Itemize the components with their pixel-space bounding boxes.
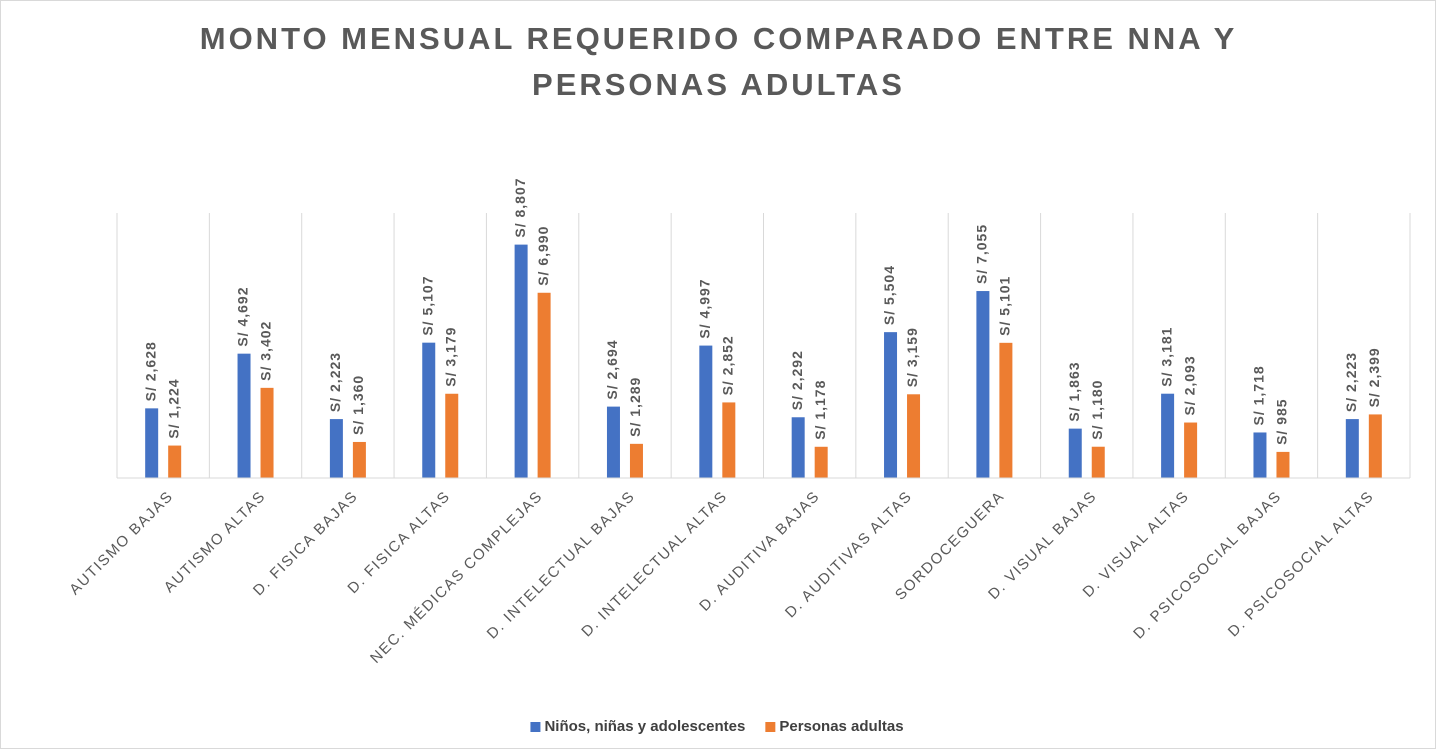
data-label: S/ 1,178	[812, 380, 828, 440]
bar	[329, 419, 343, 478]
bar	[1184, 422, 1198, 478]
data-label: S/ 1,718	[1251, 365, 1267, 425]
bar	[514, 244, 528, 478]
data-label: S/ 2,628	[142, 341, 158, 401]
data-label: S/ 8,807	[512, 177, 528, 237]
data-label: S/ 3,159	[904, 327, 920, 387]
x-tick-label: D. INTELECTUAL BAJAS	[484, 488, 639, 643]
x-tick-label: D. FISICA ALTAS	[344, 488, 453, 597]
data-label: S/ 6,990	[535, 226, 551, 286]
bar	[352, 441, 366, 478]
legend-swatch	[765, 722, 776, 732]
data-label: S/ 2,223	[327, 352, 343, 412]
bar	[1161, 393, 1175, 478]
x-tick-label: D. INTELECTUAL ALTAS	[578, 488, 731, 641]
data-label: S/ 3,402	[258, 321, 274, 381]
x-tick-label: AUTISMO BAJAS	[66, 488, 177, 599]
bar	[976, 291, 990, 478]
data-label: S/ 5,107	[419, 276, 435, 336]
legend-label: Niños, niñas y adolescentes	[544, 718, 745, 735]
x-tick-label: AUTISMO ALTAS	[161, 488, 270, 597]
bar	[606, 406, 620, 478]
bar	[699, 345, 713, 478]
data-label: S/ 2,852	[720, 335, 736, 395]
data-label: S/ 5,101	[997, 276, 1013, 336]
bar	[145, 408, 159, 478]
data-label: S/ 2,399	[1366, 347, 1382, 407]
bar	[1091, 446, 1105, 478]
x-tick-label: D. FISICA BAJAS	[250, 488, 362, 600]
data-label: S/ 2,093	[1181, 355, 1197, 415]
bar	[629, 443, 643, 478]
x-tick-label: D. PSICOSOCIAL BAJAS	[1130, 488, 1285, 643]
data-label: S/ 3,179	[442, 327, 458, 387]
bar	[791, 417, 805, 478]
bar	[445, 393, 459, 478]
bar	[1253, 432, 1267, 478]
bar	[1276, 451, 1290, 478]
bar	[537, 292, 551, 478]
bar	[722, 402, 736, 478]
bar	[907, 394, 921, 478]
bar	[999, 342, 1013, 478]
bar	[168, 445, 182, 478]
x-tick-label: D. PSICOSOCIAL ALTAS	[1225, 488, 1378, 641]
data-label: S/ 1,224	[165, 378, 181, 438]
chart-title: MONTO MENSUAL REQUERIDO COMPARADO ENTRE …	[199, 21, 1238, 102]
bar	[1368, 414, 1382, 478]
bar	[1068, 428, 1082, 478]
bar	[814, 446, 828, 478]
data-label: S/ 1,180	[1089, 380, 1105, 440]
bar	[1345, 419, 1359, 478]
data-label: S/ 3,181	[1158, 327, 1174, 387]
data-label: S/ 1,360	[350, 375, 366, 435]
bar	[237, 353, 251, 478]
x-tick-label: NEC. MÉDICAS COMPLEJAS	[367, 488, 546, 667]
legend-label: Personas adultas	[779, 718, 903, 735]
bar	[260, 387, 274, 478]
data-label: S/ 1,863	[1066, 361, 1082, 421]
data-label: S/ 985	[1274, 398, 1290, 444]
data-label: S/ 7,055	[974, 224, 990, 284]
data-label: S/ 5,504	[881, 265, 897, 325]
data-label: S/ 4,692	[235, 287, 251, 347]
legend-swatch	[530, 722, 541, 732]
data-label: S/ 2,223	[1343, 352, 1359, 412]
data-label: S/ 2,694	[604, 339, 620, 399]
data-label: S/ 4,997	[697, 278, 713, 338]
data-label: S/ 2,292	[789, 350, 805, 410]
data-label: S/ 1,289	[627, 377, 643, 437]
bar	[884, 332, 898, 478]
bar	[422, 342, 436, 478]
